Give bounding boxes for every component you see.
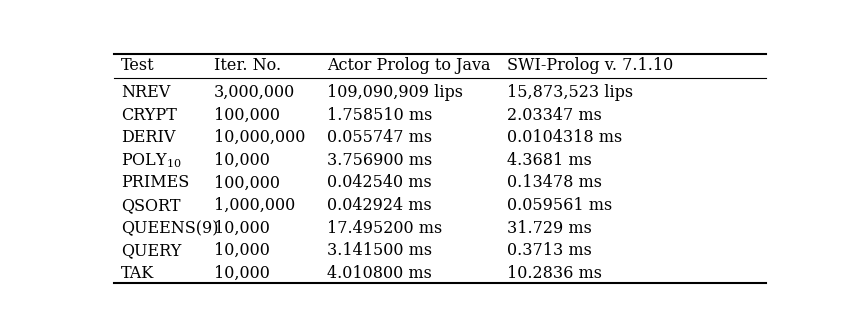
Text: 0.055747 ms: 0.055747 ms: [327, 129, 432, 146]
Text: 3.756900 ms: 3.756900 ms: [327, 152, 432, 169]
Text: 100,000: 100,000: [214, 174, 280, 191]
Text: 0.042924 ms: 0.042924 ms: [327, 197, 432, 214]
Text: 3.141500 ms: 3.141500 ms: [327, 242, 432, 259]
Text: 0.3713 ms: 0.3713 ms: [507, 242, 592, 259]
Text: QUEENS(9): QUEENS(9): [120, 220, 218, 237]
Text: CRYPT: CRYPT: [120, 107, 177, 124]
Text: 31.729 ms: 31.729 ms: [507, 220, 592, 237]
Text: 10,000: 10,000: [214, 152, 270, 169]
Text: 0.0104318 ms: 0.0104318 ms: [507, 129, 622, 146]
Text: 1,000,000: 1,000,000: [214, 197, 295, 214]
Text: Test: Test: [120, 57, 155, 74]
Text: 10,000: 10,000: [214, 242, 270, 259]
Text: 10.2836 ms: 10.2836 ms: [507, 265, 602, 282]
Text: 10,000,000: 10,000,000: [214, 129, 305, 146]
Text: POLY$_{\mathregular{10}}$: POLY$_{\mathregular{10}}$: [120, 151, 181, 170]
Text: 4.010800 ms: 4.010800 ms: [327, 265, 432, 282]
Text: 0.059561 ms: 0.059561 ms: [507, 197, 612, 214]
Text: 109,090,909 lips: 109,090,909 lips: [327, 84, 463, 101]
Text: SWI-Prolog v. 7.1.10: SWI-Prolog v. 7.1.10: [507, 57, 673, 74]
Text: Actor Prolog to Java: Actor Prolog to Java: [327, 57, 490, 74]
Text: 100,000: 100,000: [214, 107, 280, 124]
Text: TAK: TAK: [120, 265, 154, 282]
Text: NREV: NREV: [120, 84, 170, 101]
Text: QSORT: QSORT: [120, 197, 180, 214]
Text: 10,000: 10,000: [214, 220, 270, 237]
Text: DERIV: DERIV: [120, 129, 175, 146]
Text: PRIMES: PRIMES: [120, 174, 189, 191]
Text: 2.03347 ms: 2.03347 ms: [507, 107, 601, 124]
Text: 1.758510 ms: 1.758510 ms: [327, 107, 432, 124]
Text: 15,873,523 lips: 15,873,523 lips: [507, 84, 633, 101]
Text: 4.3681 ms: 4.3681 ms: [507, 152, 592, 169]
Text: QUERY: QUERY: [120, 242, 181, 259]
Text: Iter. No.: Iter. No.: [214, 57, 281, 74]
Text: 10,000: 10,000: [214, 265, 270, 282]
Text: 0.13478 ms: 0.13478 ms: [507, 174, 602, 191]
Text: 0.042540 ms: 0.042540 ms: [327, 174, 432, 191]
Text: 17.495200 ms: 17.495200 ms: [327, 220, 442, 237]
Text: 3,000,000: 3,000,000: [214, 84, 295, 101]
